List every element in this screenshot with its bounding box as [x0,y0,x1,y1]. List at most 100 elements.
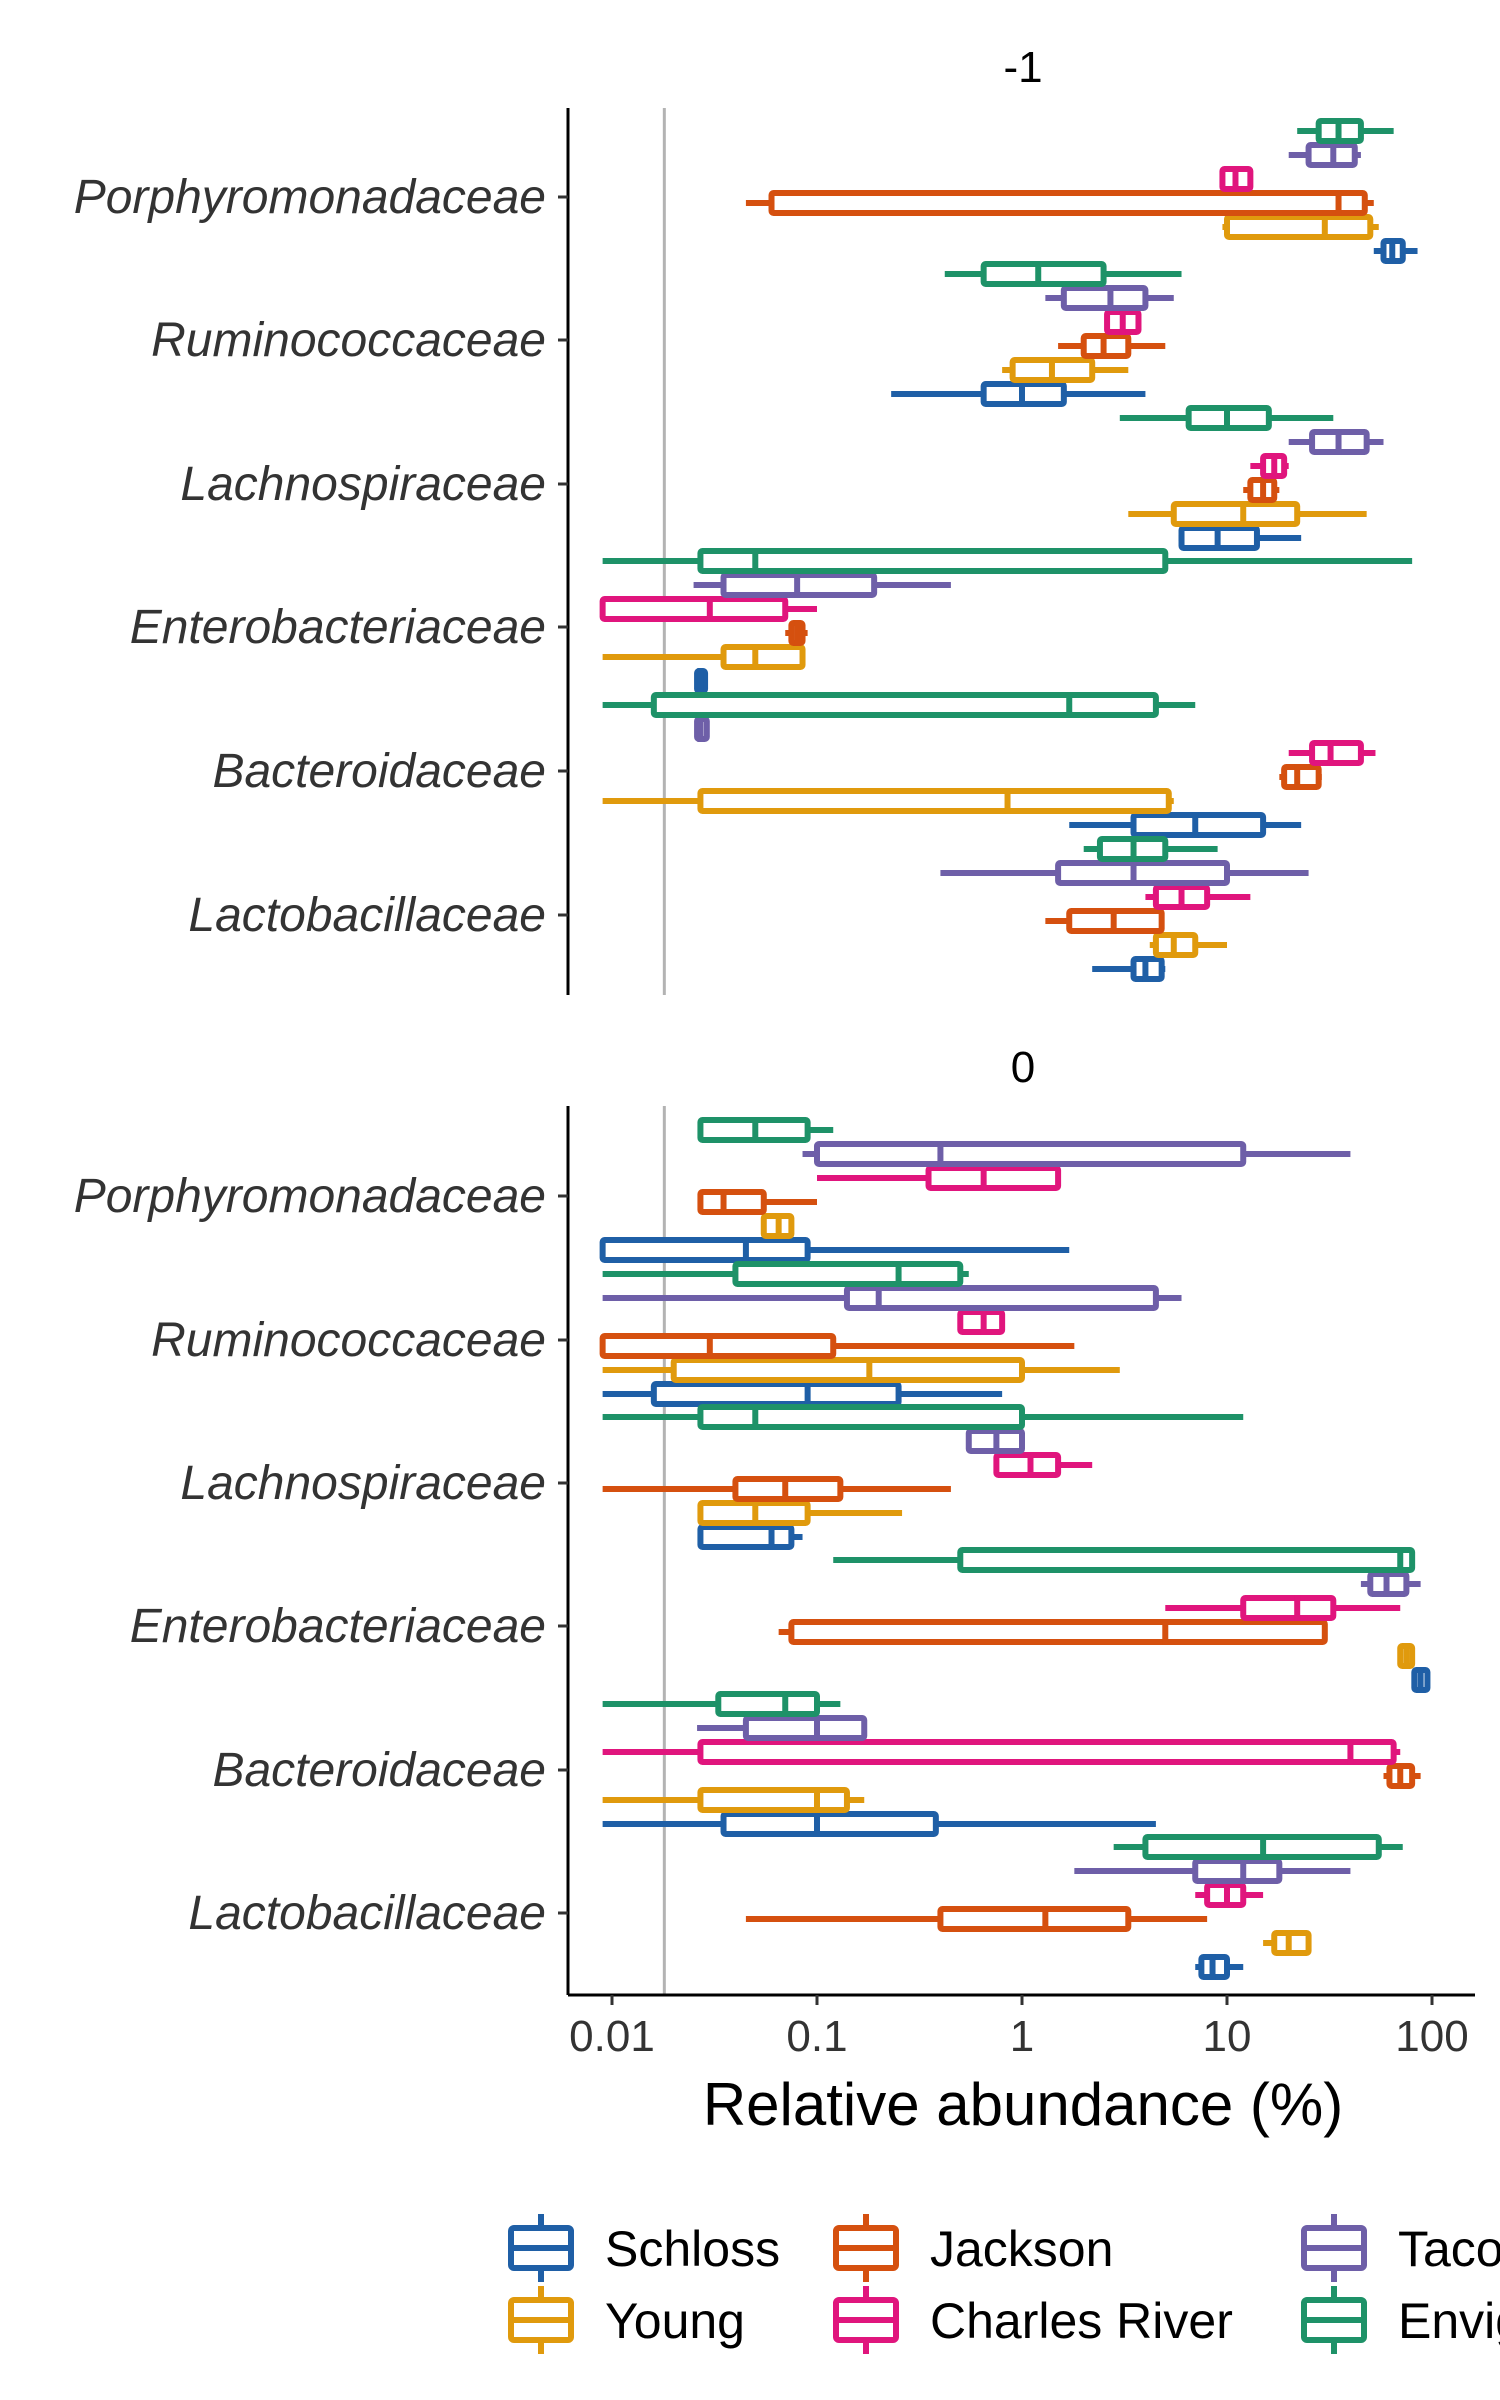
iqr-box [650,1381,902,1407]
box-young-porphyromonadaceae [760,1213,795,1239]
panel-title: 0 [1011,1043,1035,1092]
iqr-box [768,190,1368,216]
box-schloss-enterobacteriaceae [1411,1667,1431,1693]
category-label-ruminococcaceae: Ruminococcaceae [151,1314,546,1367]
iqr-box [1224,214,1374,240]
legend-label: Charles River [930,2293,1233,2349]
box-charles-river-enterobacteriaceae [599,596,817,622]
box-charles-river-bacteroidaceae [602,1739,1401,1765]
box-young-lactobacillaceae [1149,932,1227,958]
box-taconic-bacteroidaceae [694,716,710,742]
iqr-box [1055,860,1231,886]
box-charles-river-lactobacillaceae [1195,1882,1264,1908]
box-taconic-porphyromonadaceae [802,1141,1351,1167]
iqr-box [1240,1595,1337,1621]
iqr-box [1192,1858,1283,1884]
iqr-box [937,1906,1132,1932]
box-taconic-enterobacteriaceae [1360,1571,1421,1597]
iqr-box [697,1524,795,1550]
box-schloss-ruminococcaceae [602,1381,1003,1407]
box-schloss-lachnospiraceae [1178,525,1302,551]
box-jackson-enterobacteriaceae [785,620,808,646]
x-tick-label: 10 [1203,2012,1252,2061]
iqr-box [697,1787,850,1813]
box-young-porphyromonadaceae [1222,214,1379,240]
box-young-ruminococcaceae [602,1357,1120,1383]
legend-item-envigo: Envig [1301,2286,1500,2354]
iqr-box [1170,501,1301,527]
box-taconic-ruminococcaceae [602,1285,1182,1311]
box-young-lachnospiraceae [1128,501,1367,527]
box-envigo-lachnospiraceae [1119,405,1334,431]
iqr-box [993,1452,1062,1478]
category-label-porphyromonadaceae: Porphyromonadaceae [74,171,546,224]
x-tick-label: 0.1 [786,2012,847,2061]
iqr-box [697,1189,767,1215]
iqr-box [697,548,1169,574]
box-envigo-ruminococcaceae [602,1261,969,1287]
box-envigo-porphyromonadaceae [697,1117,834,1143]
box-jackson-lactobacillaceae [745,1906,1208,1932]
legend-item-jackson: Jackson [833,2214,1113,2282]
box-jackson-bacteroidaceae [1279,764,1322,790]
iqr-box [720,1811,939,1837]
category-label-lactobacillaceae: Lactobacillaceae [188,1887,546,1940]
box-charles-river-porphyromonadaceae [817,1165,1062,1191]
iqr-box [1281,764,1322,790]
iqr-box [1060,285,1149,311]
box-taconic-lachnospiraceae [1288,429,1384,455]
iqr-box [732,1261,964,1287]
box-charles-river-lachnospiraceae [1250,453,1289,479]
legend-label: Envig [1398,2293,1500,2349]
box-charles-river-bacteroidaceae [1288,740,1376,766]
legend-item-charles-river: Charles River [833,2286,1233,2354]
box-jackson-lachnospiraceae [602,1476,951,1502]
box-young-enterobacteriaceae [1397,1643,1416,1669]
box-schloss-lactobacillaceae [1092,956,1166,982]
box-schloss-porphyromonadaceae [599,1237,1070,1263]
x-tick-label: 1 [1010,2012,1034,2061]
iqr-box [697,1404,1025,1430]
category-label-bacteroidaceae: Bacteroidaceae [212,745,546,798]
box-envigo-bacteroidaceae [602,692,1196,718]
category-label-ruminococcaceae: Ruminococcaceae [151,314,546,367]
iqr-box [650,692,1159,718]
box-young-ruminococcaceae [1002,357,1129,383]
panel-0: -1 Porphyromonadaceae Ruminococcaceae Lachn… [74,43,1418,995]
legend-item-taconic: Taco [1301,2214,1500,2282]
chart-panels: -1 Porphyromonadaceae Ruminococcaceae Lachn… [74,43,1431,1995]
box-jackson-bacteroidaceae [1383,1763,1421,1789]
iqr-box [814,1141,1247,1167]
iqr-box [742,1715,868,1741]
iqr-box [788,1619,1328,1645]
box-taconic-enterobacteriaceae [693,572,951,598]
box-young-lachnospiraceae [697,1500,903,1526]
x-axis: 0.01 0.1 1 10 100 [568,1993,1475,2061]
iqr-box [599,1237,811,1263]
legend-label: Taco [1398,2221,1500,2277]
box-envigo-lachnospiraceae [602,1404,1244,1430]
box-taconic-lactobacillaceae [940,860,1309,886]
box-charles-river-enterobacteriaceae [1165,1595,1401,1621]
category-label-bacteroidaceae: Bacteroidaceae [212,1744,546,1797]
box-jackson-ruminococcaceae [599,1333,1075,1359]
box-envigo-enterobacteriaceae [833,1547,1416,1573]
box-schloss-porphyromonadaceae [1373,238,1418,264]
box-charles-river-ruminococcaceae [1104,309,1142,335]
iqr-box [925,1165,1062,1191]
box-charles-river-lachnospiraceae [993,1452,1093,1478]
x-axis-title: Relative abundance (%) [703,2071,1343,2138]
legend-item-young: Young [508,2286,745,2354]
legend: Schloss Jackson Taco Young Charles River Envi… [508,2214,1500,2354]
box-taconic-lactobacillaceae [1074,1858,1351,1884]
box-young-bacteroidaceae [602,1787,865,1813]
box-jackson-porphyromonadaceae [745,190,1374,216]
box-young-lactobacillaceae [1263,1930,1312,1956]
x-tick-label: 100 [1395,2012,1468,2061]
iqr-box [1309,740,1364,766]
box-schloss-ruminococcaceae [891,381,1146,407]
box-jackson-enterobacteriaceae [778,1619,1328,1645]
iqr-box [697,1739,1397,1765]
category-label-porphyromonadaceae: Porphyromonadaceae [74,1170,546,1223]
